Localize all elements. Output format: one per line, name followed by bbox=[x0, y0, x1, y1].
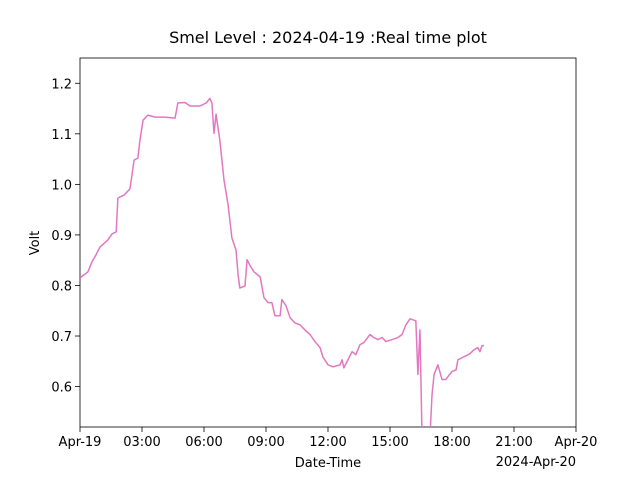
y-tick-label: 1.0 bbox=[51, 178, 72, 193]
x-tick-label: 18:00 bbox=[433, 435, 470, 450]
x-tick-label: 15:00 bbox=[371, 435, 408, 450]
data-line bbox=[80, 97, 485, 427]
y-tick-label: 0.6 bbox=[51, 381, 72, 396]
x-tick-label: Apr-19 bbox=[59, 435, 102, 450]
x-tick-label: 12:00 bbox=[309, 435, 346, 450]
chart-title: Smel Level : 2024-04-19 :Real time plot bbox=[169, 28, 487, 47]
y-tick-label: 1.2 bbox=[51, 77, 72, 92]
y-tick-label: 1.1 bbox=[51, 128, 72, 143]
x-tick-label: 09:00 bbox=[247, 435, 284, 450]
x-tick-label: 03:00 bbox=[123, 435, 160, 450]
x-tick-label: 06:00 bbox=[185, 435, 222, 450]
y-tick-label: 0.7 bbox=[51, 330, 72, 345]
y-tick-label: 0.8 bbox=[51, 279, 72, 294]
plot-frame bbox=[79, 57, 577, 428]
x-tick-label: Apr-20 bbox=[555, 435, 598, 450]
x-tick-label: 21:00 bbox=[495, 435, 532, 450]
y-tick-label: 0.9 bbox=[51, 229, 72, 244]
x-offset-label: 2024-Apr-20 bbox=[496, 455, 576, 470]
x-axis-label: Date-Time bbox=[295, 456, 361, 471]
y-axis-label: Volt bbox=[28, 231, 43, 256]
